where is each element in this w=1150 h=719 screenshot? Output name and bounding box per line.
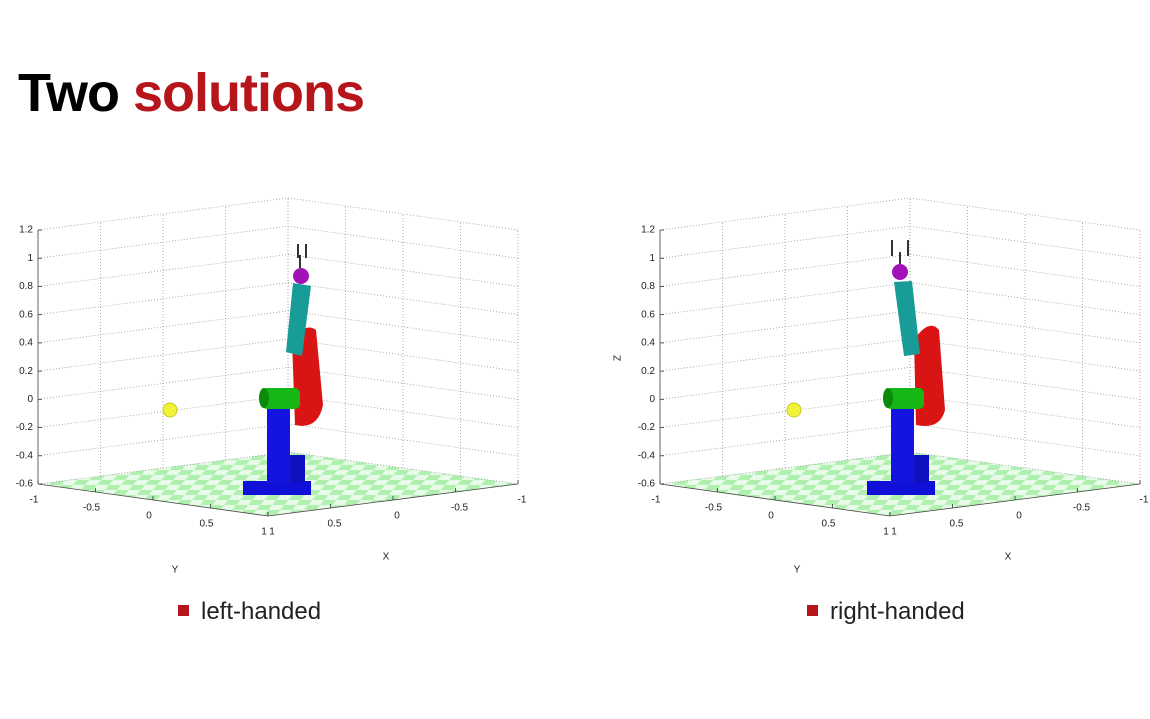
- grid-line: [659, 254, 911, 287]
- grid-line: [37, 254, 289, 287]
- title-first: Two: [18, 63, 120, 123]
- z-tick-label: 1.2: [19, 225, 33, 236]
- z-tick-label: -0.6: [16, 479, 34, 490]
- y-tick-label: 1: [883, 527, 889, 538]
- grid-line: [37, 338, 289, 372]
- x-tick-label: 0: [1016, 511, 1022, 522]
- z-tick-label: 0.8: [19, 281, 33, 292]
- caption-right: right-handed: [807, 598, 965, 626]
- robot-right: [786, 240, 945, 495]
- x-tick-label: 1: [269, 527, 275, 538]
- y-tick-label: -1: [652, 495, 661, 506]
- grid-line: [659, 423, 911, 457]
- z-tick-label: -0.6: [638, 479, 656, 490]
- grid-line: [37, 197, 289, 231]
- y-tick-label: -0.5: [705, 503, 723, 514]
- z-tick-label: 0.6: [641, 309, 655, 320]
- y-tick-label: 0: [146, 511, 152, 522]
- z-tick-label: -0.2: [638, 422, 656, 433]
- grid-line: [659, 197, 911, 231]
- z-tick-label: 1: [649, 253, 655, 264]
- z-tick-label: 0.4: [19, 338, 33, 349]
- z-tick-label: 0.4: [641, 338, 655, 349]
- title-second: solutions: [132, 63, 365, 123]
- grid-line: [659, 338, 911, 372]
- x-axis-label: X: [383, 552, 390, 563]
- z-tick-label: 0: [649, 394, 655, 405]
- y-tick-label: 0.5: [200, 519, 214, 530]
- z-tick-label: 0.2: [19, 366, 33, 377]
- grid-line: [659, 395, 911, 428]
- y-tick-label: 0: [768, 511, 774, 522]
- z-tick-label: 1.2: [641, 225, 655, 236]
- axis-line: [889, 483, 1141, 517]
- z-tick-label: 0.2: [641, 366, 655, 377]
- caption-left: left-handed: [178, 598, 321, 626]
- z-tick-label: -0.2: [16, 422, 34, 433]
- robot-left: [162, 244, 323, 495]
- x-tick-label: -0.5: [451, 503, 469, 514]
- grid-line: [659, 282, 911, 316]
- grid-line: [37, 282, 289, 316]
- y-tick-label: -0.5: [83, 503, 101, 514]
- grid-line: [287, 338, 519, 372]
- z-tick-label: 0.8: [641, 281, 655, 292]
- y-axis-label: Y: [794, 565, 801, 576]
- axis-line: [267, 483, 519, 517]
- z-tick-label: 0: [27, 394, 33, 405]
- grid-line: [37, 423, 289, 457]
- x-tick-label: -1: [518, 495, 527, 506]
- z-tick-label: 0.6: [19, 309, 33, 320]
- x-tick-label: 0.5: [328, 519, 342, 530]
- z-axis-label: Z: [613, 355, 624, 361]
- z-tick-label: -0.4: [16, 450, 34, 461]
- y-tick-label: 1: [261, 527, 267, 538]
- slide-title: Two solutions: [18, 62, 365, 124]
- axis-line: [659, 483, 891, 517]
- x-tick-label: 1: [891, 527, 897, 538]
- grid-line: [909, 338, 1141, 372]
- axis-line: [37, 483, 269, 517]
- x-tick-label: 0: [394, 511, 400, 522]
- z-tick-label: 1: [27, 253, 33, 264]
- y-tick-label: 0.5: [822, 519, 836, 530]
- x-axis-label: X: [1005, 552, 1012, 563]
- y-tick-label: -1: [30, 495, 39, 506]
- y-axis-label: Y: [172, 565, 179, 576]
- robots: [162, 240, 945, 495]
- x-tick-label: 0.5: [950, 519, 964, 530]
- x-tick-label: -0.5: [1073, 503, 1091, 514]
- x-tick-label: -1: [1140, 495, 1149, 506]
- z-tick-label: -0.4: [638, 450, 656, 461]
